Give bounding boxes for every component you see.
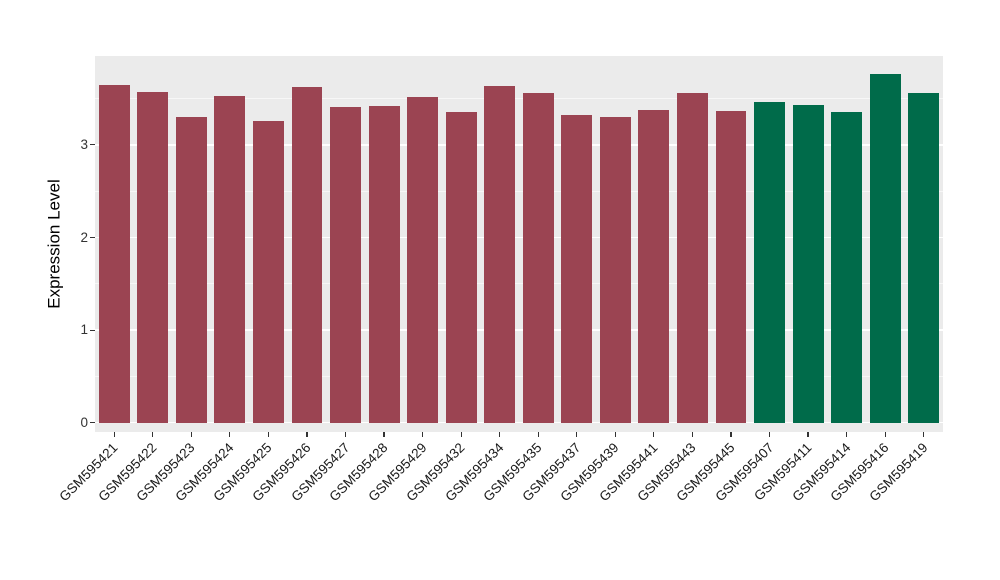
bar bbox=[137, 92, 169, 423]
bar bbox=[214, 95, 246, 423]
x-axis-tick bbox=[344, 432, 347, 437]
y-axis-tick-label: 1 bbox=[80, 322, 88, 338]
x-axis-tick bbox=[306, 432, 308, 437]
x-axis-tick bbox=[383, 432, 385, 437]
x-axis-tick bbox=[267, 432, 270, 437]
bar bbox=[715, 110, 747, 423]
x-axis-tick bbox=[691, 432, 694, 437]
plot-panel bbox=[95, 56, 943, 432]
x-axis-tick bbox=[422, 432, 424, 437]
gridline-minor bbox=[95, 283, 943, 285]
bar bbox=[754, 102, 785, 423]
x-axis-tick bbox=[614, 432, 616, 437]
bar bbox=[831, 112, 863, 423]
x-axis-tick bbox=[499, 432, 501, 437]
gridline-major bbox=[95, 236, 943, 239]
y-axis-tick-label: 2 bbox=[80, 229, 88, 245]
x-axis-tick bbox=[537, 432, 539, 437]
bar bbox=[561, 115, 593, 423]
bar bbox=[484, 85, 516, 423]
bar bbox=[98, 84, 130, 423]
x-axis-tick bbox=[229, 432, 231, 437]
x-axis-tick bbox=[152, 432, 154, 437]
bar bbox=[677, 93, 708, 423]
bar bbox=[445, 112, 477, 423]
x-axis-tick bbox=[884, 432, 886, 437]
x-axis-tick bbox=[807, 432, 809, 437]
gridline-major bbox=[95, 329, 943, 331]
x-axis-tick bbox=[460, 432, 462, 437]
x-axis-tick bbox=[190, 432, 192, 437]
bar bbox=[407, 96, 439, 423]
bar bbox=[638, 109, 670, 423]
y-axis-tick bbox=[90, 144, 95, 146]
gridline-major bbox=[95, 144, 943, 146]
gridline-major bbox=[95, 422, 943, 424]
x-axis-tick bbox=[846, 432, 848, 437]
bar bbox=[253, 120, 284, 423]
bar bbox=[175, 117, 207, 423]
x-axis-tick bbox=[730, 432, 732, 437]
y-axis-tick-label: 3 bbox=[80, 136, 88, 152]
bar bbox=[869, 73, 901, 423]
x-axis-tick bbox=[113, 432, 115, 437]
y-axis-tick bbox=[90, 422, 95, 424]
bar bbox=[291, 86, 323, 423]
gridline-minor bbox=[95, 190, 943, 192]
bar bbox=[599, 117, 631, 423]
gridline-minor bbox=[95, 98, 943, 100]
bar bbox=[522, 93, 554, 423]
y-axis-tick bbox=[90, 329, 95, 331]
bar bbox=[368, 106, 400, 423]
bar bbox=[908, 93, 940, 423]
x-axis-tick bbox=[576, 432, 578, 437]
gridline-minor bbox=[95, 375, 943, 377]
x-axis-tick bbox=[923, 432, 925, 437]
bar bbox=[330, 106, 361, 423]
bar bbox=[792, 105, 824, 423]
x-axis-tick bbox=[768, 432, 771, 437]
y-axis-tick-label: 0 bbox=[80, 414, 88, 430]
y-axis-tick bbox=[90, 236, 95, 239]
x-axis-tick bbox=[653, 432, 655, 437]
